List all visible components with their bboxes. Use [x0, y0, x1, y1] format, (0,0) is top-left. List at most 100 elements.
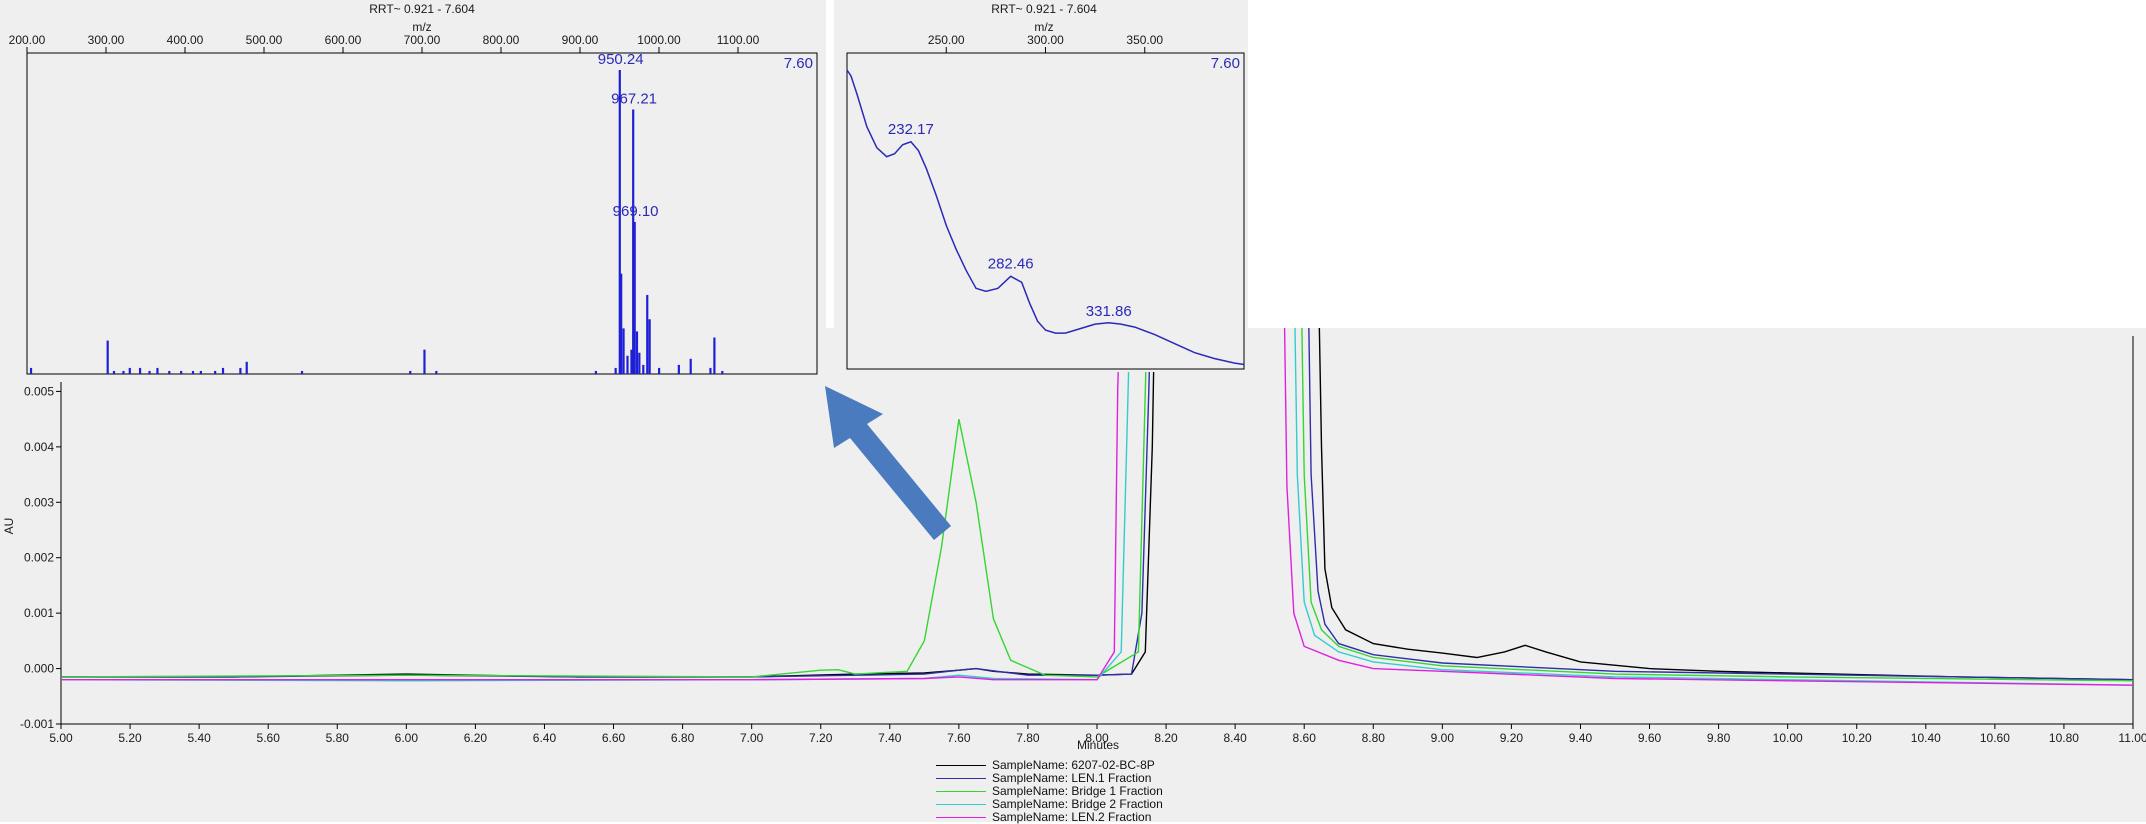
- spectrum-peak: [626, 355, 629, 374]
- x-tick-label: 8.40: [1223, 731, 1247, 745]
- chart-title: RRT~ 0.921 - 7.604: [369, 2, 475, 16]
- y-tick-label: 0.003: [24, 495, 54, 509]
- x-tick-label: 9.60: [1638, 731, 1662, 745]
- spectrum-peak: [122, 370, 125, 374]
- spectrum-peak: [713, 337, 716, 374]
- x-tick-label: 8.60: [1293, 731, 1317, 745]
- x-tick-label: 7.00: [740, 731, 764, 745]
- spectrum-peak: [689, 358, 692, 374]
- x-tick-label: 7.80: [1016, 731, 1040, 745]
- x-tick-label: 10.20: [1842, 731, 1872, 745]
- x-tick-label: 10.60: [1980, 731, 2010, 745]
- legend-entry: SampleName: LEN.1 Fraction: [936, 772, 1296, 785]
- spectrum-peak: [156, 367, 159, 374]
- x-tick-label: 6.00: [395, 731, 419, 745]
- y-tick-label: 0.005: [24, 384, 54, 398]
- spectrum-peak: [677, 364, 680, 374]
- legend-entry: SampleName: 6207-02-BC-8P: [936, 759, 1296, 772]
- plot-frame: [846, 52, 1245, 370]
- x-tick-label: 5.40: [187, 731, 211, 745]
- x-tick-label: 300.00: [88, 33, 125, 47]
- x-tick-label: 10.00: [1773, 731, 1803, 745]
- y-tick-label: 0.004: [24, 440, 54, 454]
- spectrum-peak: [245, 361, 248, 374]
- x-tick-label: 10.80: [2049, 731, 2079, 745]
- x-tick-label: 600.00: [325, 33, 362, 47]
- x-tick-label: 200.00: [9, 33, 46, 47]
- legend-label: SampleName: Bridge 2 Fraction: [992, 797, 1163, 811]
- spectrum-peak: [709, 367, 712, 374]
- x-tick-label: 6.40: [533, 731, 557, 745]
- legend-swatch: [936, 765, 986, 766]
- spectrum-peak: [435, 370, 438, 374]
- legend-swatch: [936, 778, 986, 779]
- spectrum-peak: [106, 340, 109, 374]
- chart-legend: SampleName: 6207-02-BC-8P SampleName: LEN…: [936, 759, 1296, 824]
- spectrum-peak: [622, 328, 625, 374]
- x-tick-label: 1000.00: [637, 33, 681, 47]
- x-tick-label: 5.60: [257, 731, 281, 745]
- legend-swatch: [936, 804, 986, 805]
- spectrum-peak: [658, 367, 661, 374]
- spectrum-peak: [214, 370, 217, 374]
- x-tick-label: 900.00: [562, 33, 599, 47]
- x-tick-label: 8.00: [1085, 731, 1109, 745]
- series-line: [61, 328, 2133, 681]
- chromatogram-panel: [0, 328, 2146, 822]
- x-tick-label: 10.40: [1911, 731, 1941, 745]
- y-tick-label: -0.001: [20, 717, 54, 731]
- spectrum-peak: [638, 352, 641, 374]
- plot-frame: [26, 52, 818, 375]
- x-tick-label: 1100.00: [717, 33, 760, 47]
- y-axis-title: AU: [2, 518, 16, 535]
- x-tick-label: 250.00: [928, 33, 965, 47]
- x-tick-label: 9.80: [1707, 731, 1731, 745]
- spectrum-peak: [199, 370, 202, 374]
- spectrum-peak: [614, 367, 617, 374]
- x-tick-label: 5.80: [326, 731, 350, 745]
- x-tick-label: 800.00: [483, 33, 520, 47]
- y-tick-label: 0.001: [24, 606, 54, 620]
- spectrum-peak: [620, 273, 623, 374]
- mass-spectrum-panel: [0, 0, 826, 382]
- x-tick-label: 5.00: [49, 731, 73, 745]
- x-tick-label: 7.40: [878, 731, 902, 745]
- uv-spectrum-chart: RRT~ 0.921 - 7.604 m/z 250.00 300.00 350.00 2…: [846, 2, 1245, 370]
- legend-label: SampleName: LEN.2 Fraction: [992, 810, 1152, 824]
- spectrum-peak: [594, 370, 597, 374]
- mass-spectrum-chart: RRT~ 0.921 - 7.604 m/z 200.00 300.00 400.00 5…: [9, 2, 818, 375]
- spectrum-peak: [630, 349, 633, 374]
- peak-label: 331.86: [1086, 303, 1132, 320]
- spectrum-peak: [409, 370, 412, 374]
- legend-entry: SampleName: LEN.2 Fraction: [936, 811, 1296, 824]
- spectrum-peak: [648, 319, 651, 374]
- peak-label: 969.10: [613, 203, 659, 220]
- spectrum-peak: [148, 370, 151, 374]
- chart-title: RRT~ 0.921 - 7.604: [991, 2, 1097, 16]
- x-tick-label: 350.00: [1126, 33, 1163, 47]
- x-tick-label: 300.00: [1027, 33, 1064, 47]
- y-tick-label: 0.002: [24, 551, 54, 565]
- spectrum-peak: [423, 349, 426, 374]
- spectrum-peak: [618, 70, 621, 374]
- x-tick-label: 9.40: [1569, 731, 1593, 745]
- x-tick-label: 7.20: [809, 731, 833, 745]
- peak-label: 232.17: [888, 121, 934, 138]
- series-line: [61, 328, 2133, 686]
- spectrum-peak: [642, 364, 645, 374]
- uv-spectrum-panel: [834, 0, 1248, 372]
- spectrum-peak: [29, 367, 33, 374]
- series-line: [61, 328, 2133, 681]
- x-tick-label: 9.20: [1500, 731, 1524, 745]
- peak-label: 967.21: [611, 91, 657, 108]
- x-axis-title: m/z: [412, 20, 431, 34]
- x-tick-label: 8.80: [1362, 731, 1386, 745]
- legend-label: SampleName: LEN.1 Fraction: [992, 771, 1152, 785]
- series-group: [61, 328, 2133, 686]
- spectrum-peak: [721, 370, 724, 374]
- x-tick-label: 5.20: [118, 731, 142, 745]
- chromatogram-chart: 5.00 5.20 5.40 5.60 5.80 6.00 6.20 6.40 6.60 6.80…: [2, 328, 2146, 752]
- peak-label: 282.46: [988, 255, 1034, 272]
- x-tick-label: 9.00: [1431, 731, 1455, 745]
- spectrum-peak: [300, 370, 304, 374]
